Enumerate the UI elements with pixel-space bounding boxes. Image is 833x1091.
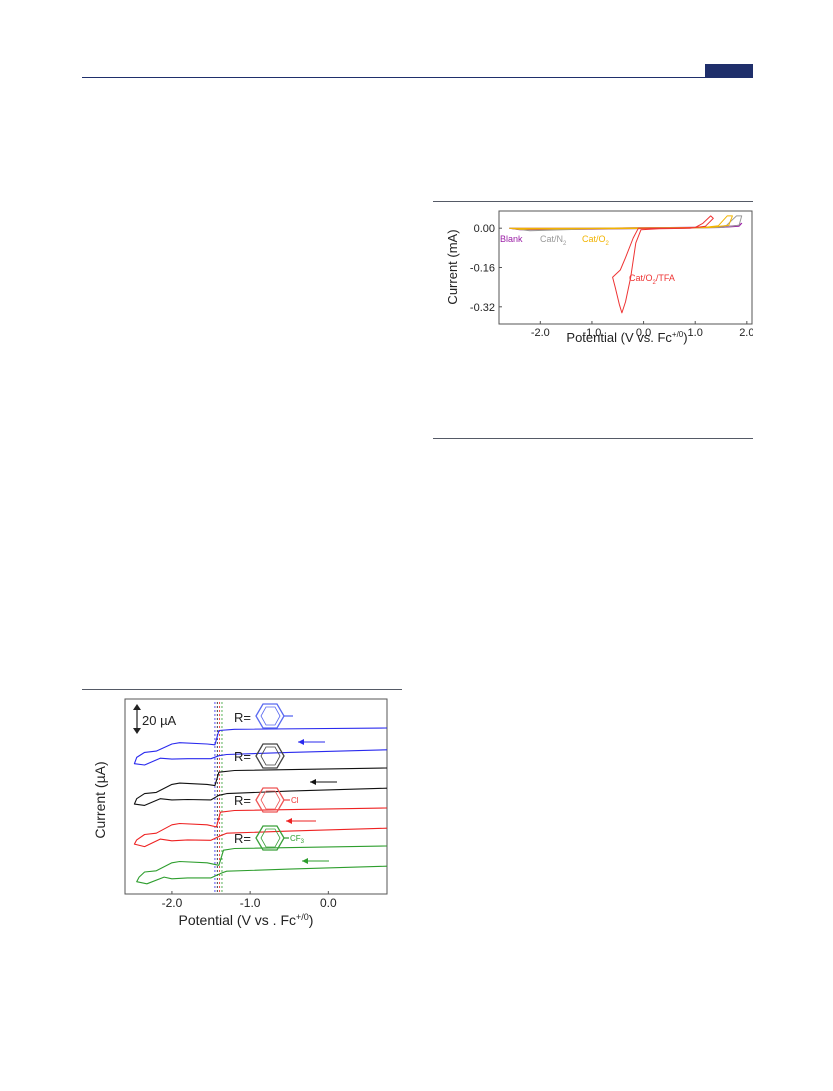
svg-text:R=: R= (234, 749, 251, 764)
series-lines (509, 215, 743, 314)
ticks: -2.0 -1.0 0.0 (162, 891, 337, 910)
legend-cat-n2: Cat/N2 (540, 234, 567, 247)
figure2-top-rule (82, 689, 402, 690)
cv-chart-bottom: -2.0 -1.0 0.0 20 µA Current (µA) Potential… (92, 698, 388, 928)
x-tick-label: -1.0 (240, 896, 261, 910)
x-tick-label: 1.0 (688, 327, 703, 339)
cv-trace-1 (133, 767, 388, 806)
scale-bar: 20 µA (133, 704, 177, 734)
legend-cat-o2: Cat/O2 (582, 234, 610, 247)
legend-blank: Blank (500, 234, 523, 244)
scan-arrow-blue (298, 739, 325, 745)
svg-text:R=: R= (234, 710, 251, 725)
cv-trace-2 (133, 807, 388, 848)
figure-bottom-rule (433, 438, 753, 439)
x-axis-label: Potential (V vs. Fc+/0) (566, 330, 687, 345)
ticks: -2.0 -1.0 0.0 1.0 2.0 0.00 -0.16 -0.32 (470, 223, 753, 339)
figure-top-rule (433, 201, 753, 202)
svg-text:Cl: Cl (291, 796, 299, 805)
y-tick-label: -0.32 (470, 302, 495, 314)
svg-text:R=: R= (234, 793, 251, 808)
y-axis-label: Current (µA) (92, 761, 108, 838)
scan-arrow-black (310, 779, 337, 785)
legend-cat-o2-tfa: Cat/O2/TFA (629, 273, 675, 286)
x-axis-label: Potential (V vs . Fc+/0) (179, 912, 314, 928)
scan-arrow-red (286, 818, 316, 824)
scan-arrow-green (302, 858, 329, 864)
cv-trace-0 (133, 727, 388, 766)
y-tick-label: -0.16 (470, 263, 495, 275)
x-tick-label: -2.0 (531, 327, 550, 339)
benzene-ring-icon (255, 743, 285, 769)
x-tick-label: 0.0 (320, 896, 337, 910)
x-tick-label: -2.0 (162, 896, 183, 910)
svg-text:CF3: CF3 (290, 834, 305, 845)
label-trifluoromethyl: R= CF3 (234, 825, 305, 851)
y-tick-label: 0.00 (474, 223, 495, 235)
cv-chart-top: -2.0 -1.0 0.0 1.0 2.0 0.00 -0.16 -0.32 Current … (445, 210, 753, 345)
plot-frame (124, 698, 388, 895)
x-tick-label: 0.0 (636, 327, 651, 339)
cv-trace-3 (136, 845, 388, 885)
scale-bar-label: 20 µA (142, 713, 177, 728)
series-lines (133, 727, 388, 885)
series-line-3 (612, 215, 714, 314)
label-chloro: R= Cl (234, 787, 299, 813)
x-tick-label: -1.0 (582, 327, 601, 339)
label-phenyl: R= (234, 743, 285, 769)
label-methyl: R= (234, 703, 293, 729)
y-axis-label: Current (mA) (445, 229, 460, 304)
header-rule (82, 77, 753, 78)
header-badge (705, 64, 753, 77)
x-tick-label: 2.0 (739, 327, 753, 339)
svg-text:R=: R= (234, 831, 251, 846)
